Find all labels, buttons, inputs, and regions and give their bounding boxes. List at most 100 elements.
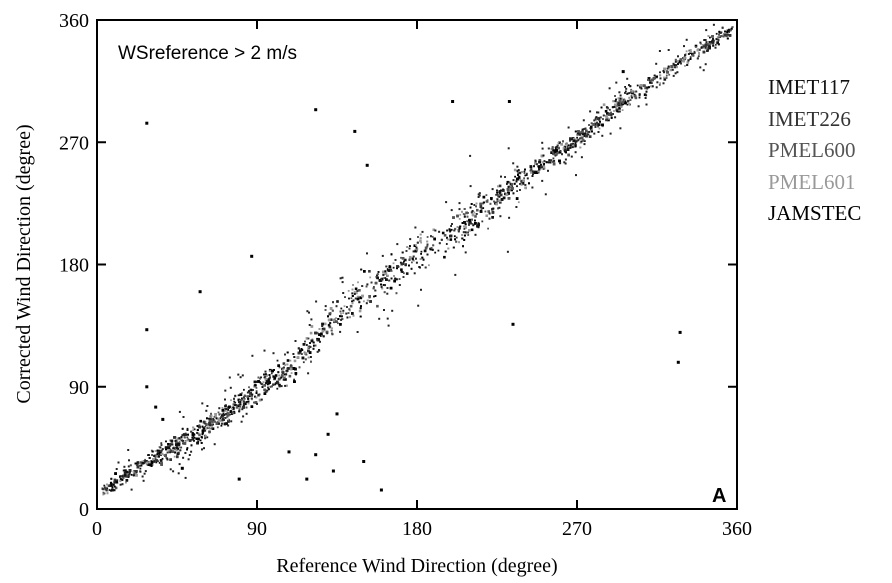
data-point — [430, 235, 432, 238]
data-point — [615, 81, 618, 84]
data-point — [412, 250, 415, 253]
data-point — [443, 255, 446, 259]
data-point — [484, 210, 487, 213]
data-point — [706, 49, 709, 52]
data-point — [440, 238, 443, 241]
data-point — [668, 66, 670, 69]
data-point — [504, 192, 507, 196]
data-point — [104, 487, 108, 491]
data-point — [524, 168, 526, 171]
data-point — [464, 226, 467, 229]
data-point — [208, 421, 211, 425]
data-point — [646, 87, 649, 90]
data-point — [357, 296, 360, 299]
data-point — [638, 96, 641, 99]
data-point — [557, 146, 560, 150]
x-tick-label: 360 — [722, 518, 752, 540]
data-point — [222, 412, 225, 415]
data-point — [168, 449, 171, 451]
data-point — [210, 414, 213, 417]
data-point — [447, 247, 450, 250]
data-point — [432, 228, 436, 232]
data-point — [141, 461, 145, 465]
data-point — [213, 416, 216, 418]
data-point — [169, 468, 172, 471]
data-point — [579, 131, 582, 134]
data-point — [264, 373, 267, 376]
data-point — [199, 439, 202, 442]
data-point — [685, 38, 688, 41]
data-point — [363, 300, 365, 303]
data-point — [186, 427, 189, 430]
data-point — [437, 249, 440, 252]
data-point — [307, 356, 310, 359]
data-point — [420, 241, 422, 244]
data-point — [355, 292, 358, 295]
data-point — [669, 68, 673, 72]
data-point — [271, 385, 273, 388]
data-point — [377, 271, 380, 273]
data-point — [134, 462, 137, 465]
data-point — [599, 120, 601, 123]
data-point — [415, 244, 417, 246]
data-point — [154, 405, 158, 409]
data-point — [428, 264, 430, 267]
data-point — [376, 276, 379, 280]
data-point — [147, 463, 151, 466]
data-point — [384, 270, 387, 273]
data-point — [228, 405, 231, 409]
data-point — [564, 150, 567, 153]
panel-label: A — [712, 485, 726, 507]
data-point — [650, 85, 653, 88]
data-point — [450, 209, 453, 212]
data-point — [479, 202, 482, 206]
data-point — [217, 411, 220, 414]
data-point — [127, 465, 130, 468]
data-point — [208, 431, 211, 434]
data-point — [101, 487, 104, 490]
data-point — [158, 462, 161, 464]
data-point — [384, 272, 388, 275]
data-point — [488, 217, 491, 220]
data-point — [281, 369, 284, 372]
data-point — [506, 250, 509, 253]
data-point — [629, 99, 632, 101]
data-point — [122, 477, 125, 479]
data-point — [169, 444, 172, 447]
data-point — [588, 124, 590, 126]
data-point — [619, 97, 622, 100]
data-point — [663, 78, 667, 81]
data-point — [307, 372, 310, 375]
data-point — [626, 99, 630, 103]
data-point — [575, 140, 578, 143]
data-point — [324, 305, 327, 308]
data-point — [245, 412, 248, 415]
data-point — [150, 449, 153, 452]
data-point — [595, 116, 598, 119]
data-point — [152, 458, 155, 461]
data-point — [620, 106, 623, 108]
data-point — [242, 406, 245, 409]
data-point — [215, 417, 218, 420]
data-point — [304, 352, 307, 355]
data-point — [359, 297, 362, 299]
data-point — [307, 349, 310, 353]
data-point — [240, 420, 243, 423]
data-point — [274, 382, 277, 385]
data-point — [160, 444, 163, 446]
data-point — [613, 105, 616, 108]
data-point — [617, 110, 620, 113]
data-point — [125, 481, 127, 484]
data-point — [221, 407, 224, 409]
data-point — [395, 292, 398, 295]
data-point — [218, 413, 221, 416]
data-point — [477, 223, 480, 227]
data-point — [212, 417, 215, 420]
data-point — [496, 191, 499, 194]
data-point — [216, 421, 219, 424]
data-point — [290, 372, 293, 374]
data-point — [304, 358, 307, 361]
data-point — [712, 40, 714, 43]
data-point — [689, 56, 692, 58]
data-point — [670, 65, 673, 68]
